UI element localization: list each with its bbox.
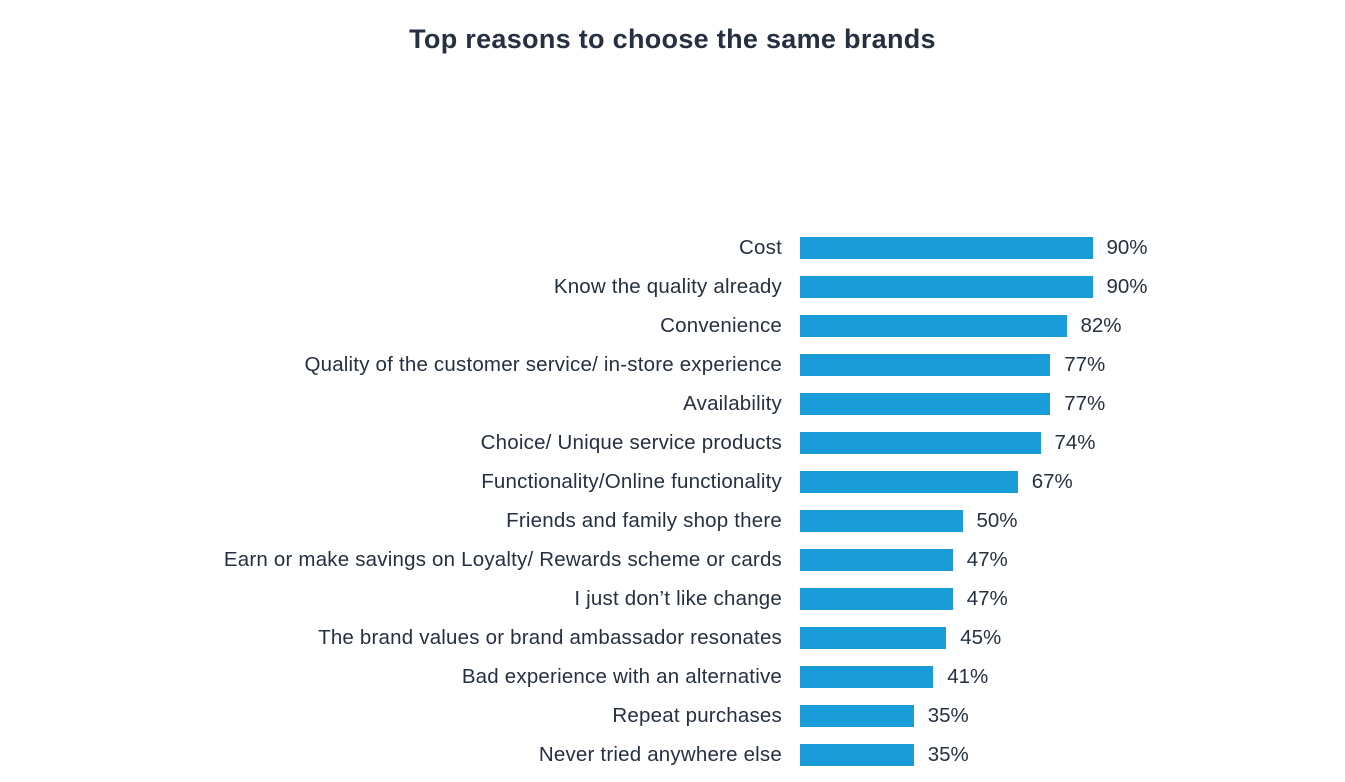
chart-row: Quality of the customer service/ in-stor… [0, 345, 1345, 384]
chart-row: Know the quality already 90% [0, 267, 1345, 306]
value-bar [800, 353, 1051, 376]
category-label: Bad experience with an alternative [461, 664, 782, 688]
category-label: I just don’t like change [574, 586, 782, 610]
chart-row: Never tried anywhere else 35% [0, 735, 1345, 774]
chart-row: Repeat purchases 35% [0, 696, 1345, 735]
bar-chart: Cost 90% Know the quality already 90% Conven… [0, 228, 1345, 774]
category-label: Quality of the customer service/ in-stor… [304, 352, 782, 376]
value-bar [800, 236, 1093, 259]
value-bar [800, 665, 934, 688]
chart-row: Functionality/Online functionality 67% [0, 462, 1345, 501]
value-bar [800, 704, 914, 727]
category-label: Never tried anywhere else [538, 742, 782, 766]
category-label: Availability [683, 391, 782, 415]
value-bar [800, 392, 1051, 415]
category-label: The brand values or brand ambassador res… [318, 625, 782, 649]
chart-row: Earn or make savings on Loyalty/ Rewards… [0, 540, 1345, 579]
value-bar [800, 587, 953, 610]
value-label: 90% [1106, 235, 1148, 259]
value-bar [800, 509, 963, 532]
chart-row: Cost 90% [0, 228, 1345, 267]
category-label: Functionality/Online functionality [481, 469, 782, 493]
value-bar [800, 626, 947, 649]
chart-row: Availability 77% [0, 384, 1345, 423]
chart-row: Choice/ Unique service products 74% [0, 423, 1345, 462]
value-bar [800, 431, 1041, 454]
value-bar [800, 548, 953, 571]
value-label: 77% [1064, 391, 1106, 415]
value-label: 82% [1080, 313, 1122, 337]
value-label: 47% [966, 586, 1008, 610]
value-label: 90% [1106, 274, 1148, 298]
chart-row: The brand values or brand ambassador res… [0, 618, 1345, 657]
chart-title: Top reasons to choose the same brands [409, 24, 936, 54]
category-label: Know the quality already [553, 274, 782, 298]
category-label: Repeat purchases [612, 703, 782, 727]
category-label: Cost [739, 235, 782, 259]
value-label: 67% [1031, 469, 1073, 493]
value-label: 35% [927, 742, 969, 766]
value-bar [800, 470, 1018, 493]
value-bar [800, 275, 1093, 298]
value-label: 45% [960, 625, 1002, 649]
chart-row: Convenience 82% [0, 306, 1345, 345]
value-label: 50% [976, 508, 1018, 532]
category-label: Choice/ Unique service products [480, 430, 782, 454]
value-label: 35% [927, 703, 969, 727]
value-bar [800, 314, 1067, 337]
chart-row: I just don’t like change 47% [0, 579, 1345, 618]
value-label: 74% [1054, 430, 1096, 454]
category-label: Convenience [660, 313, 782, 337]
value-bar [800, 743, 914, 766]
category-label: Earn or make savings on Loyalty/ Rewards… [223, 547, 782, 571]
value-label: 41% [947, 664, 989, 688]
category-label: Friends and family shop there [506, 508, 782, 532]
chart-row: Friends and family shop there 50% [0, 501, 1345, 540]
chart-row: Bad experience with an alternative 41% [0, 657, 1345, 696]
value-label: 47% [966, 547, 1008, 571]
value-label: 77% [1064, 352, 1106, 376]
